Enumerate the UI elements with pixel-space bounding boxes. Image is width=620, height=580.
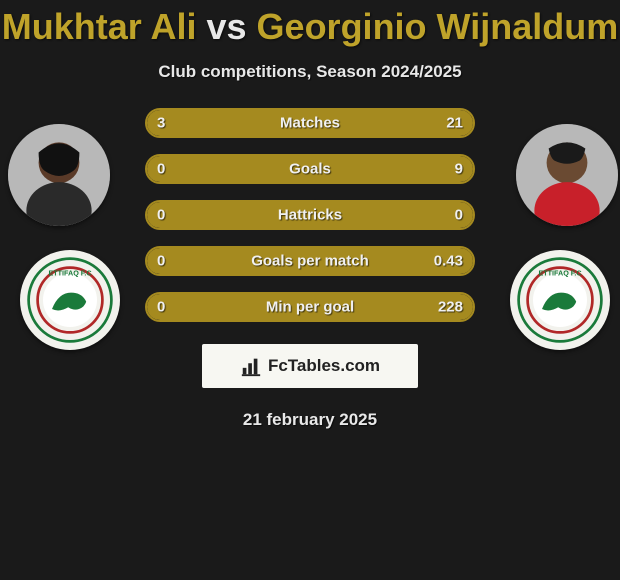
stat-label: Goals per match [251, 253, 369, 270]
player2-name: Georginio Wijnaldum [257, 6, 619, 47]
player-avatar-icon [516, 124, 618, 226]
stat-value-right: 9 [455, 161, 463, 178]
stat-fill-left [147, 110, 188, 136]
player1-name: Mukhtar Ali [2, 6, 197, 47]
stat-row: 0 Min per goal 228 [145, 292, 475, 322]
stat-row: 3 Matches 21 [145, 108, 475, 138]
ettifaq-fc-crest-icon: ETTIFAQ F.C [515, 255, 605, 345]
vs-separator: vs [206, 6, 246, 47]
player1-avatar [8, 124, 110, 226]
stat-value-right: 21 [446, 115, 463, 132]
ettifaq-fc-crest-icon: ETTIFAQ F.C [25, 255, 115, 345]
subtitle: Club competitions, Season 2024/2025 [0, 62, 620, 82]
stat-row: 0 Goals 9 [145, 154, 475, 184]
player2-avatar [516, 124, 618, 226]
brand-badge: FcTables.com [202, 344, 418, 388]
stat-value-right: 228 [438, 299, 463, 316]
stat-row: 0 Goals per match 0.43 [145, 246, 475, 276]
player2-club-crest: ETTIFAQ F.C [510, 250, 610, 350]
svg-text:ETTIFAQ F.C: ETTIFAQ F.C [538, 269, 581, 278]
stats-container: 3 Matches 21 0 Goals 9 0 Hattricks 0 0 G… [145, 108, 475, 322]
stat-value-right: 0 [455, 207, 463, 224]
stat-value-left: 0 [157, 253, 165, 270]
svg-text:ETTIFAQ F.C: ETTIFAQ F.C [48, 269, 91, 278]
comparison-title: Mukhtar Ali vs Georginio Wijnaldum [0, 0, 620, 48]
player-avatar-icon [8, 124, 110, 226]
stat-value-left: 3 [157, 115, 165, 132]
bar-chart-icon [240, 355, 262, 377]
brand-text: FcTables.com [268, 356, 380, 376]
stat-value-left: 0 [157, 207, 165, 224]
stat-value-left: 0 [157, 299, 165, 316]
stat-row: 0 Hattricks 0 [145, 200, 475, 230]
stat-label: Hattricks [278, 207, 342, 224]
stat-value-left: 0 [157, 161, 165, 178]
stat-label: Matches [280, 115, 340, 132]
stat-label: Goals [289, 161, 331, 178]
player1-club-crest: ETTIFAQ F.C [20, 250, 120, 350]
stat-value-right: 0.43 [434, 253, 463, 270]
stat-label: Min per goal [266, 299, 354, 316]
footer-date: 21 february 2025 [0, 410, 620, 430]
